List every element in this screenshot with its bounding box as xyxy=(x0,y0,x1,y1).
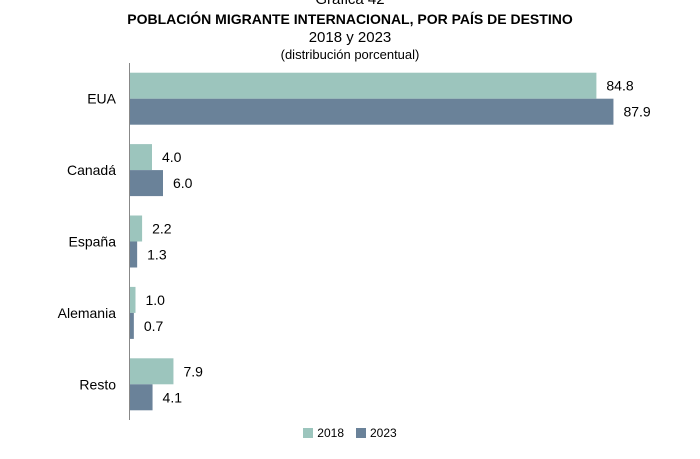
chart-title: POBLACIÓN MIGRANTE INTERNACIONAL, POR PA… xyxy=(127,11,573,27)
chart-legend: 2018 2023 xyxy=(0,426,700,440)
chart-overline: Gráfica 42 xyxy=(0,0,700,9)
data-label-espana-2018: 2.2 xyxy=(152,221,172,237)
legend-item-2023: 2023 xyxy=(356,426,397,440)
data-label-alemania-2023: 0.7 xyxy=(144,318,164,334)
data-label-eua-2023: 87.9 xyxy=(623,104,650,120)
legend-item-2018: 2018 xyxy=(303,426,344,440)
data-label-espana-2023: 1.3 xyxy=(147,247,167,263)
category-label-alemania: Alemania xyxy=(58,305,117,321)
data-label-eua-2018: 84.8 xyxy=(606,78,633,94)
bar-canada-2023 xyxy=(130,170,163,197)
data-label-canada-2018: 4.0 xyxy=(162,149,182,165)
bar-resto-2018 xyxy=(130,358,174,385)
bar-espana-2023 xyxy=(130,241,138,268)
data-label-resto-2018: 7.9 xyxy=(183,363,203,379)
data-label-canada-2023: 6.0 xyxy=(173,175,193,191)
legend-swatch-2018 xyxy=(303,428,314,438)
category-label-eua: EUA xyxy=(87,91,116,107)
data-label-resto-2023: 4.1 xyxy=(163,389,183,405)
legend-label-2023: 2023 xyxy=(370,426,397,440)
bar-eua-2018 xyxy=(130,72,597,99)
bar-espana-2018 xyxy=(130,215,143,242)
category-label-canada: Canadá xyxy=(67,162,116,178)
bar-eua-2023 xyxy=(130,98,614,125)
category-label-resto: Resto xyxy=(79,376,116,392)
chart-note: (distribución porcentual) xyxy=(280,47,420,62)
bar-alemania-2023 xyxy=(130,312,134,339)
data-label-alemania-2018: 1.0 xyxy=(146,292,166,308)
legend-label-2018: 2018 xyxy=(317,426,344,440)
bar-canada-2018 xyxy=(130,144,152,171)
bar-alemania-2018 xyxy=(130,286,136,313)
bar-resto-2023 xyxy=(130,384,153,411)
legend-swatch-2023 xyxy=(356,428,366,438)
chart-subtitle: 2018 y 2023 xyxy=(308,29,392,46)
category-label-espana: España xyxy=(69,234,117,250)
